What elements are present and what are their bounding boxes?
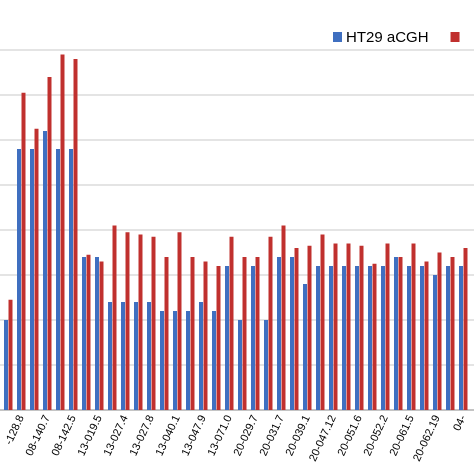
x-tick-label: 13-027.4 — [102, 413, 131, 457]
bar — [8, 299, 13, 410]
bar — [203, 261, 208, 410]
bar — [381, 266, 385, 410]
bar — [212, 311, 216, 410]
bar — [121, 302, 125, 410]
bar — [329, 266, 333, 410]
x-tick-label: 08-142.5 — [50, 413, 79, 457]
x-tick-label: 20-051.6 — [336, 413, 365, 457]
bar — [290, 257, 294, 410]
bar — [216, 266, 221, 410]
bar — [277, 257, 281, 410]
bar — [346, 243, 351, 410]
bar — [73, 59, 78, 410]
bar — [242, 257, 247, 410]
x-tick-label: 13-071.0 — [206, 413, 235, 457]
bar — [424, 261, 429, 410]
bar — [459, 266, 463, 410]
bar — [138, 234, 143, 410]
x-tick-label: 13-040.1 — [154, 413, 183, 457]
bar — [398, 257, 403, 410]
bar — [372, 263, 377, 410]
bar — [199, 302, 203, 410]
bar — [355, 266, 359, 410]
bar — [190, 257, 195, 410]
legend-label: HT29 aCGH — [346, 29, 429, 46]
bar — [264, 320, 268, 410]
bar — [407, 266, 411, 410]
bar — [86, 254, 91, 410]
x-tick-label: 20-031.7 — [258, 413, 287, 457]
bar — [60, 54, 65, 410]
bar — [30, 149, 34, 410]
x-tick-label: 04- — [451, 413, 469, 433]
bar — [125, 232, 130, 410]
bar — [420, 266, 424, 410]
x-tick-label: 13-019.5 — [76, 413, 105, 457]
bar — [147, 302, 151, 410]
bar — [177, 232, 182, 410]
bar — [281, 225, 286, 410]
x-tick-label: 08-140.7 — [24, 413, 53, 457]
bar — [446, 266, 450, 410]
bar — [17, 149, 21, 410]
x-tick-label: 20-062.19 — [411, 413, 443, 463]
x-tick-label: 13-027.8 — [128, 413, 157, 457]
bar — [47, 77, 52, 410]
bar — [108, 302, 112, 410]
bar — [69, 149, 73, 410]
bar — [21, 92, 26, 410]
x-tick-label: 20-047.12 — [307, 413, 339, 463]
bar — [112, 225, 117, 410]
bar — [229, 236, 234, 410]
x-tick-label: 20-029.7 — [232, 413, 261, 457]
bar — [333, 243, 338, 410]
bar — [394, 257, 398, 410]
bar — [173, 311, 177, 410]
bar — [186, 311, 190, 410]
bar — [450, 257, 455, 410]
bar — [463, 248, 468, 410]
bar — [368, 266, 372, 410]
bar — [268, 236, 273, 410]
bar — [95, 257, 99, 410]
bar — [342, 266, 346, 410]
bar — [225, 266, 229, 410]
bar — [294, 248, 299, 410]
bar — [320, 234, 325, 410]
x-tick-label: 13-047.9 — [180, 413, 209, 457]
bar — [160, 311, 164, 410]
bar — [385, 243, 390, 410]
x-tick-label: 20-061.5 — [388, 413, 417, 457]
bar — [164, 257, 169, 410]
bar — [56, 149, 60, 410]
x-tick-label: 20-052.2 — [362, 413, 391, 457]
bar — [82, 257, 86, 410]
bar — [238, 320, 242, 410]
bar — [411, 243, 416, 410]
bar — [134, 302, 138, 410]
bar — [437, 252, 442, 410]
legend-swatch — [333, 32, 342, 42]
bar — [433, 275, 437, 410]
bar — [34, 128, 39, 410]
bar — [359, 245, 364, 410]
bar — [4, 320, 8, 410]
bar — [316, 266, 320, 410]
x-tick-label: -128.8 — [3, 413, 27, 446]
bar — [99, 261, 104, 410]
bar — [307, 245, 312, 410]
legend-swatch — [450, 32, 460, 42]
bar — [251, 266, 255, 410]
bar — [255, 257, 260, 410]
x-tick-label: 20-039.1 — [284, 413, 313, 457]
bar — [43, 131, 47, 410]
bar — [151, 236, 156, 410]
bar — [303, 284, 307, 410]
